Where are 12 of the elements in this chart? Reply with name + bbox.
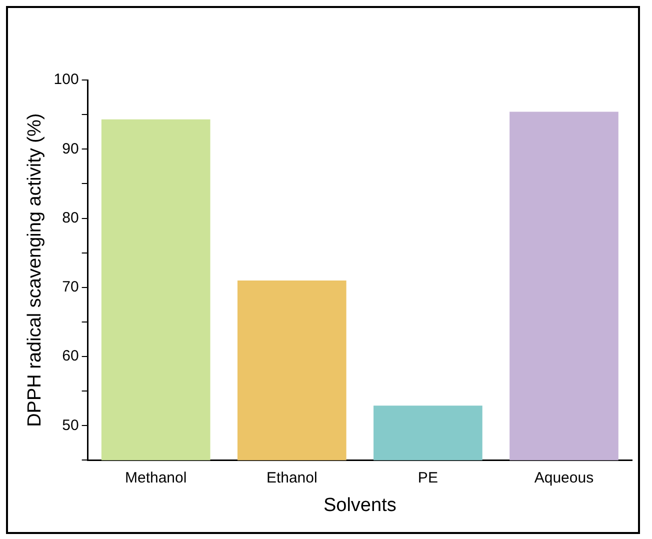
x-tick-label: PE: [418, 469, 438, 486]
x-axis-title: Solvents: [323, 494, 396, 516]
y-tick-label: 50: [62, 416, 79, 434]
x-tick-label: Ethanol: [266, 469, 318, 486]
y-tick-label: 100: [54, 71, 79, 88]
y-tick-label: 60: [62, 348, 79, 365]
x-tick-label: Methanol: [124, 469, 187, 486]
x-tick-label: Aqueous: [534, 469, 594, 486]
y-tick-label: 90: [62, 140, 79, 158]
y-tick-label: 70: [62, 278, 79, 296]
y-axis-title: DPPH radical scavenging activity (%): [24, 113, 46, 427]
y-tick-label: 80: [62, 209, 79, 226]
